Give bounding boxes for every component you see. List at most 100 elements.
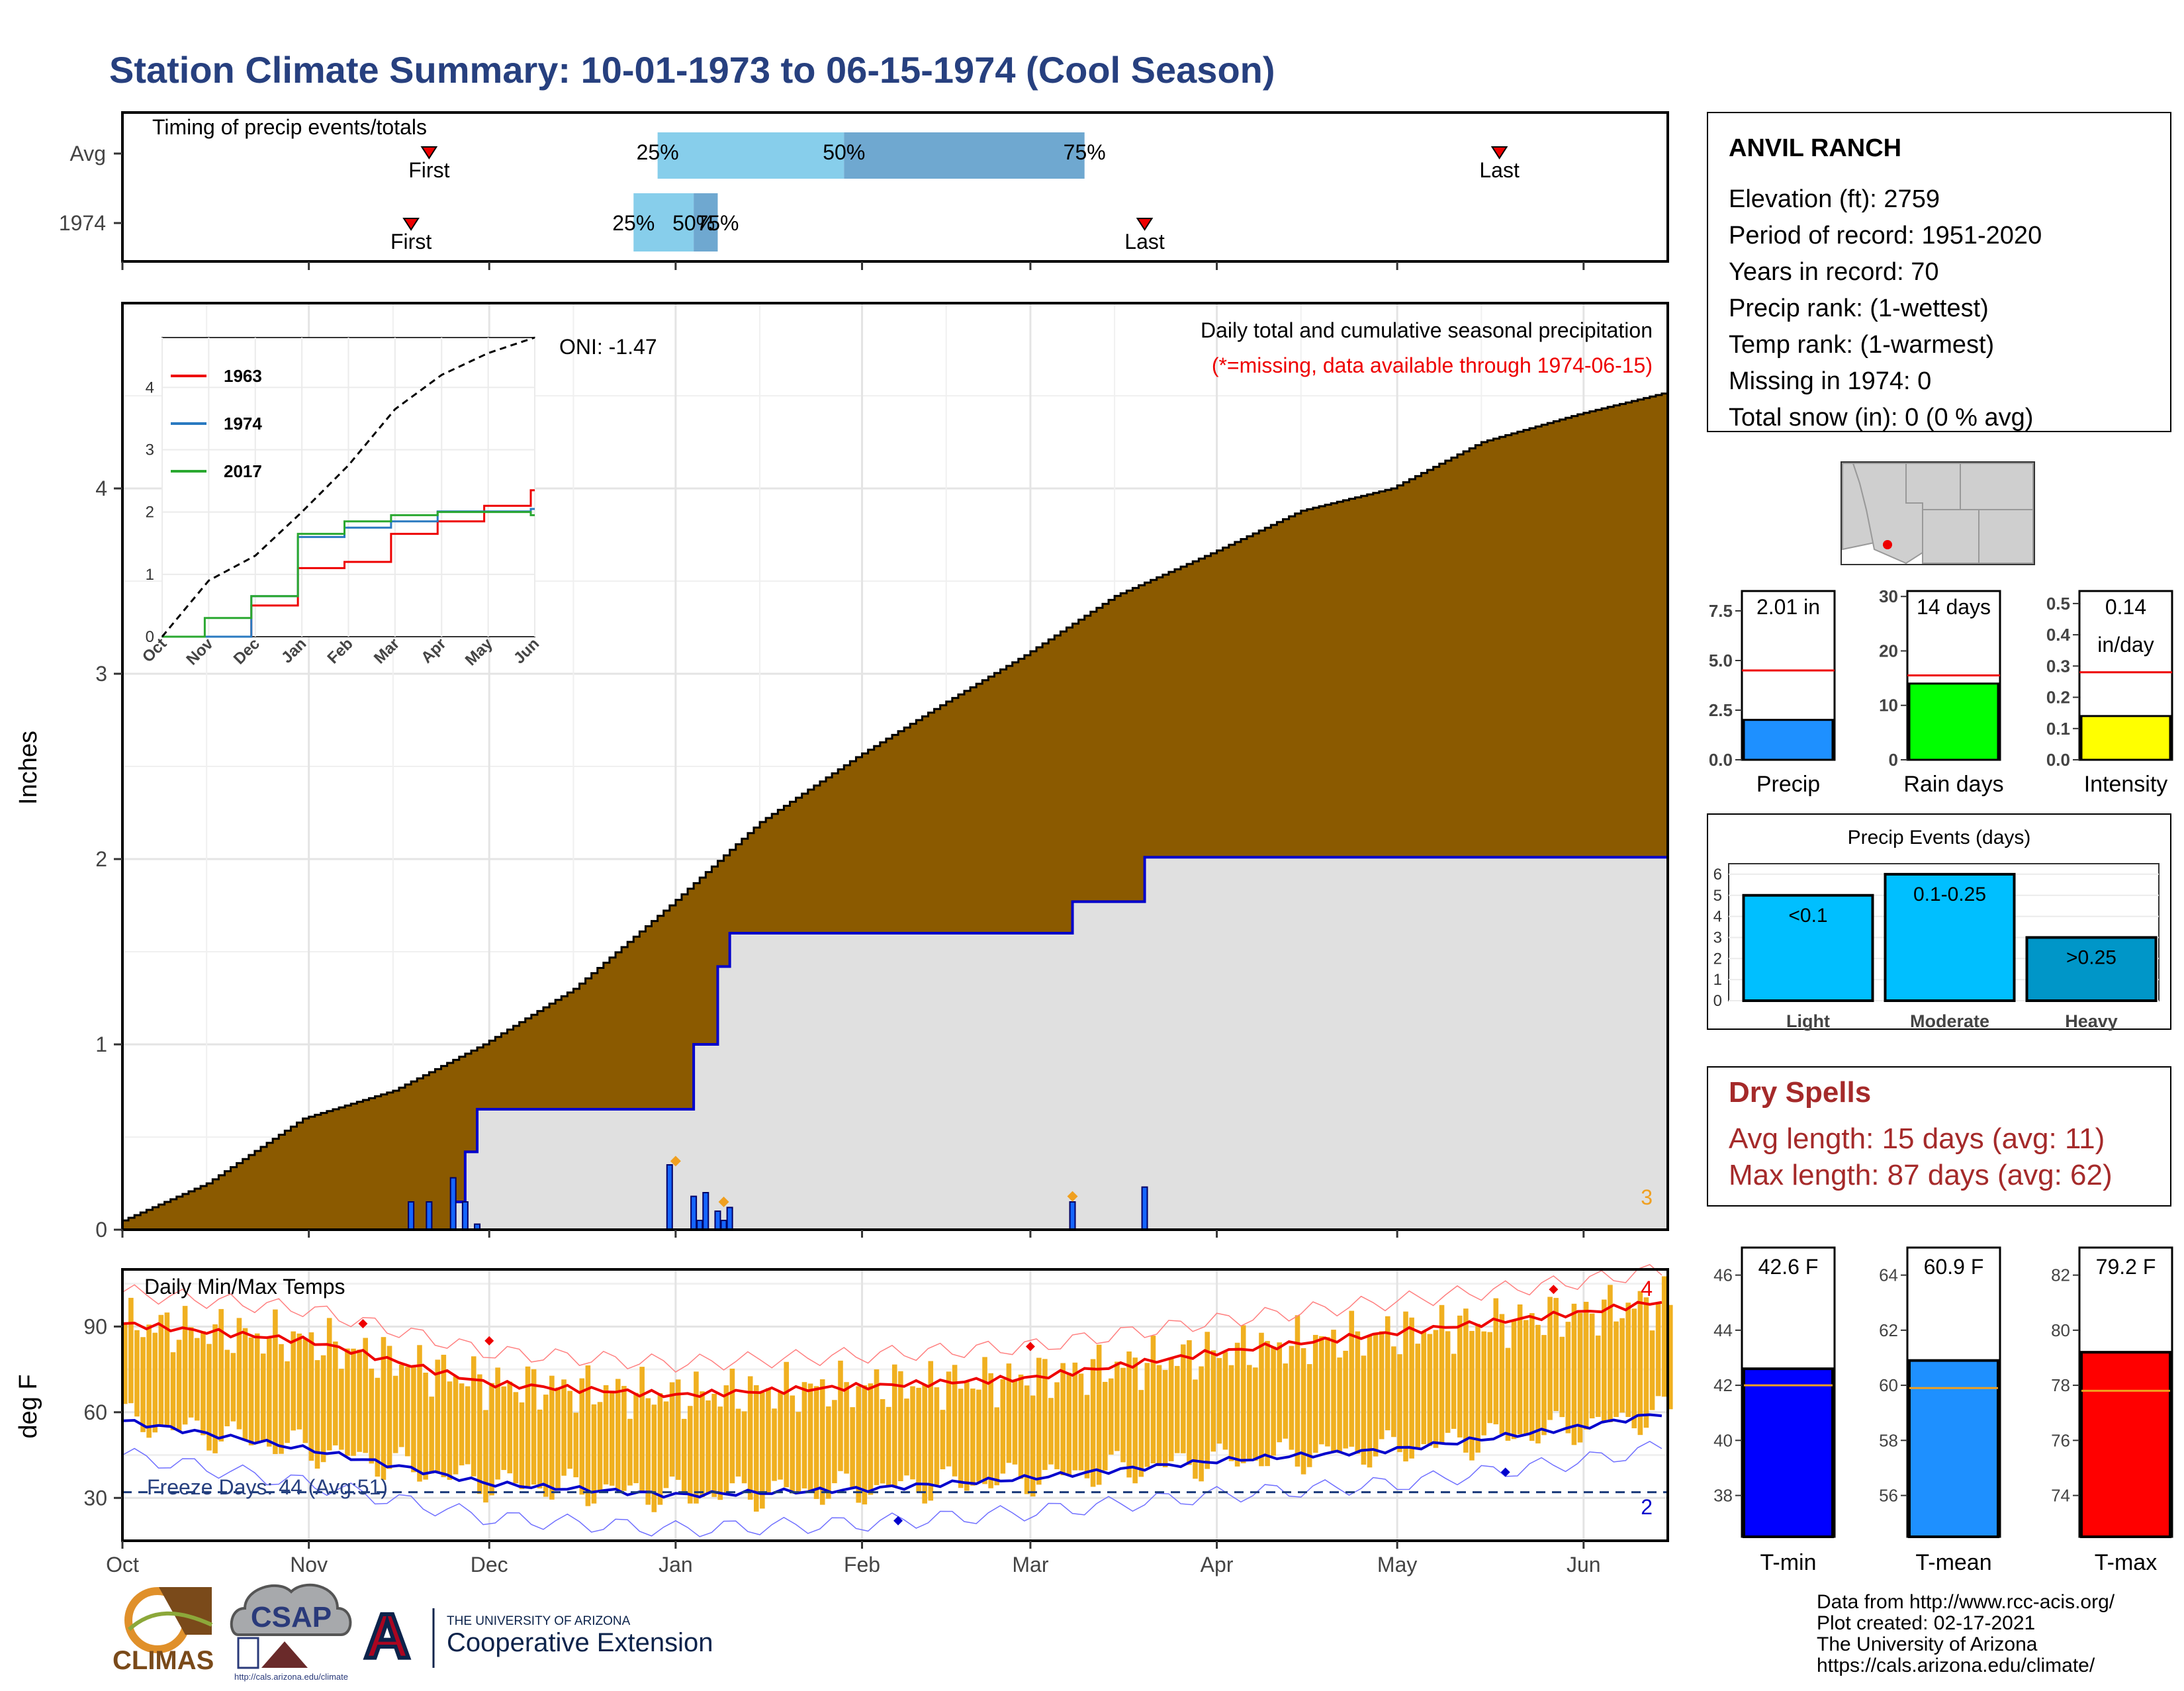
- dry-spells-title: Dry Spells: [1729, 1076, 1871, 1109]
- daily-temp-bar: [1277, 1342, 1283, 1443]
- station-years: Years in record: 70: [1729, 258, 1939, 286]
- daily-temp-bar: [819, 1379, 825, 1505]
- daily-precip-bar: [726, 1207, 733, 1231]
- daily-temp-bar: [477, 1374, 482, 1494]
- daily-temp-bar: [663, 1401, 669, 1488]
- daily-temp-bar: [627, 1418, 633, 1486]
- precip-y-tick-label: 1: [95, 1032, 107, 1056]
- daily-temp-bar: [1343, 1350, 1348, 1449]
- daily-temp-bar: [279, 1344, 284, 1454]
- daily-temp-bar: [645, 1398, 651, 1505]
- daily-temp-bar: [1595, 1335, 1601, 1417]
- daily-temp-bar: [868, 1383, 874, 1495]
- daily-temp-bar: [904, 1398, 909, 1476]
- daily-precip-bar: [696, 1220, 704, 1230]
- record-low-marker: [893, 1516, 903, 1526]
- daily-temp-bar: [242, 1328, 248, 1441]
- daily-temp-bar: [898, 1371, 903, 1481]
- daily-temp-bar: [922, 1385, 927, 1504]
- mini-bar-charts: 2.01 in 0.0 2.5 5.0 7.5 Precip 14 days 0 10 20 30 R…: [1709, 586, 2173, 797]
- daily-temp-bar: [1150, 1336, 1156, 1463]
- daily-temp-bar: [170, 1352, 176, 1430]
- temp-blue-label: 2: [1641, 1495, 1653, 1519]
- daily-temp-bar: [1265, 1341, 1270, 1467]
- daily-temp-bar: [392, 1375, 398, 1453]
- daily-temp-bar: [158, 1314, 164, 1426]
- daily-temp-bar: [910, 1386, 915, 1480]
- daily-temp-bar: [1361, 1355, 1367, 1465]
- daily-temp-bar: [543, 1394, 549, 1497]
- daily-temp-bar: [766, 1388, 771, 1494]
- temp-ylabel: deg F: [15, 1374, 42, 1438]
- daily-temp-bar: [874, 1369, 880, 1485]
- ua-line-2: Cooperative Extension: [447, 1628, 713, 1657]
- events-y-tick-label: 1: [1713, 971, 1722, 989]
- daily-temp-bar: [1655, 1303, 1661, 1396]
- daily-temp-bar: [760, 1392, 765, 1509]
- station-elevation: Elevation (ft): 2759: [1729, 185, 1940, 213]
- daily-temp-bar: [886, 1406, 891, 1488]
- daily-temp-bar: [717, 1406, 723, 1500]
- events-bar-label: <0.1: [1788, 905, 1827, 927]
- daily-temp-bar: [537, 1409, 543, 1488]
- precip-frame: [121, 302, 1669, 1231]
- daily-precip-bar: [714, 1211, 721, 1230]
- daily-temp-bar: [964, 1382, 970, 1491]
- daily-temp-bar: [314, 1360, 320, 1469]
- daily-temp-bar: [224, 1349, 230, 1427]
- daily-temp-bar: [1469, 1330, 1475, 1461]
- daily-temp-bar: [140, 1337, 146, 1432]
- daily-temp-bar: [531, 1369, 537, 1485]
- daily-temp-bar: [928, 1361, 934, 1501]
- daily-temp-bar: [838, 1360, 843, 1471]
- daily-temp-bar: [1403, 1311, 1408, 1462]
- daily-temp-bar: [1661, 1276, 1667, 1397]
- daily-temp-bar: [1487, 1332, 1493, 1424]
- footer-credits: Data from http://www.rcc-acis.org/ Plot …: [1817, 1591, 2115, 1676]
- daily-temp-bar: [525, 1366, 531, 1488]
- daily-temp-bar: [934, 1387, 940, 1485]
- daily-temp-bar: [128, 1297, 134, 1404]
- oni-label: ONI: -1.47: [559, 335, 657, 359]
- daily-temp-bar: [1409, 1317, 1414, 1459]
- daily-temp-bar: [1066, 1373, 1072, 1475]
- daily-temp-bar: [772, 1408, 777, 1481]
- daily-temp-bar: [1006, 1363, 1012, 1463]
- daily-temp-bar: [1300, 1348, 1306, 1475]
- daily-temp-bar: [952, 1365, 958, 1477]
- mini-bar-tick-label: 0.4: [2046, 625, 2071, 645]
- daily-temp-bar: [549, 1375, 555, 1500]
- daily-temp-bar: [417, 1345, 422, 1482]
- precip-y-tick-label: 0: [95, 1218, 107, 1242]
- daily-temp-bar: [988, 1373, 993, 1488]
- daily-temp-bar: [796, 1412, 801, 1492]
- events-bar-label: >0.25: [2066, 946, 2116, 968]
- timing-q50-label: 50%: [823, 140, 865, 164]
- daily-temp-bar: [1306, 1364, 1312, 1467]
- dry-spells-avg: Avg length: 15 days (avg: 11): [1729, 1122, 2105, 1155]
- month-label: Nov: [290, 1553, 328, 1577]
- precip-note-marker: [670, 1156, 681, 1167]
- daily-temp-bar: [1385, 1316, 1390, 1431]
- daily-temp-bar: [230, 1353, 236, 1422]
- daily-temp-bar: [369, 1368, 375, 1464]
- daily-temp-bar: [1517, 1304, 1523, 1435]
- daily-temp-bar: [940, 1410, 946, 1469]
- timing-q25-label: 25%: [637, 140, 679, 164]
- freeze-days-label: Freeze Days: 44 (Avg:51): [147, 1475, 388, 1499]
- daily-temp-bar: [381, 1337, 387, 1480]
- daily-temp-bar: [285, 1361, 290, 1443]
- events-bar-label: 0.1-0.25: [1913, 884, 1986, 905]
- daily-temp-bar: [201, 1331, 206, 1436]
- daily-temp-bar: [1637, 1291, 1643, 1436]
- footer-line-1: Data from http://www.rcc-acis.org/: [1817, 1591, 2115, 1613]
- station-precip-rank: Precip rank: (1-wettest): [1729, 295, 1989, 322]
- footer-line-2: Plot created: 02-17-2021: [1817, 1612, 2035, 1634]
- daily-temp-bar: [1619, 1318, 1625, 1413]
- daily-temp-bar: [453, 1376, 459, 1475]
- daily-temp-bar: [1187, 1340, 1192, 1465]
- daily-temp-bar: [1072, 1362, 1078, 1471]
- daily-temp-bar: [1475, 1324, 1480, 1453]
- temp-bar-tick-label: 44: [1713, 1320, 1733, 1340]
- daily-temp-bar: [1253, 1367, 1258, 1461]
